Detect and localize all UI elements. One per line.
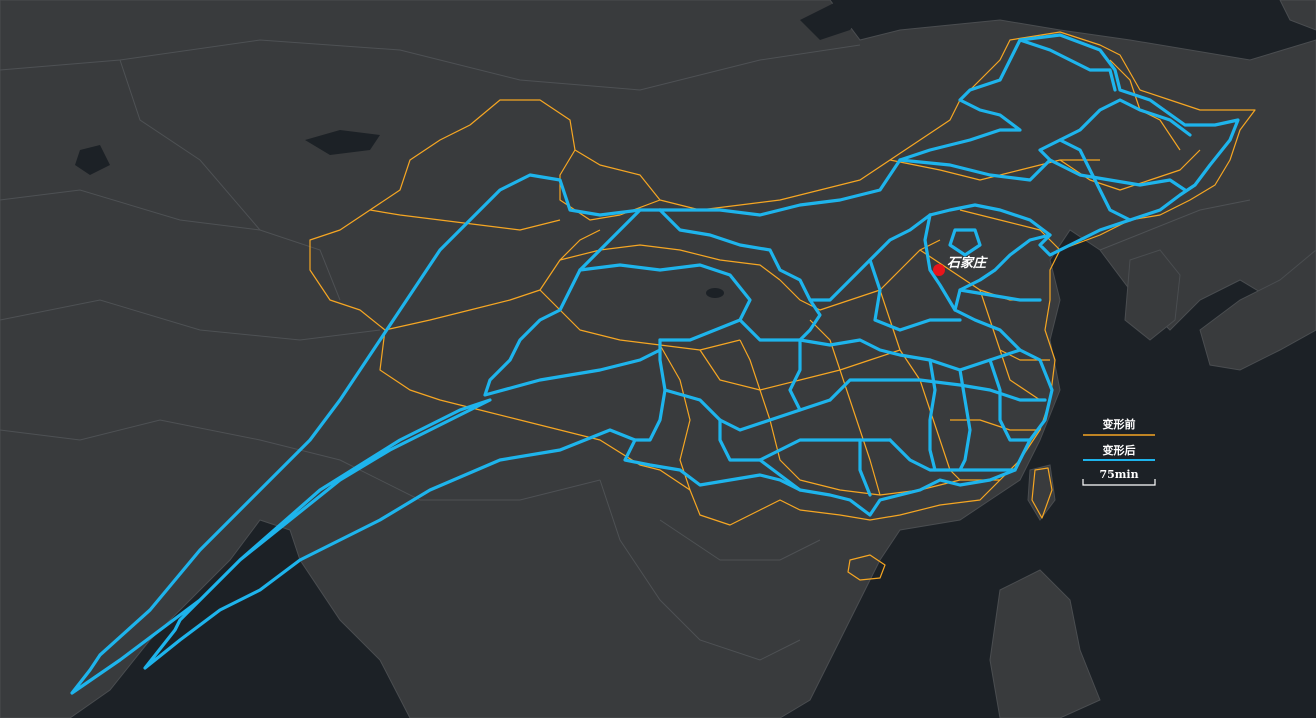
before-taiwan xyxy=(1031,467,1053,519)
basemap-lakes xyxy=(75,0,870,298)
legend xyxy=(1082,434,1156,486)
after-outline-china xyxy=(70,33,1240,695)
legend-before-label: 变形前 xyxy=(1102,418,1136,431)
before-deformation-boundaries xyxy=(309,31,1256,581)
before-outline-china xyxy=(309,31,1256,526)
city-label: 石家庄 xyxy=(947,256,987,271)
after-deformation-boundaries xyxy=(70,33,1240,695)
basemap-country-borders xyxy=(0,39,1251,661)
before-hainan xyxy=(847,554,886,581)
city-marker-shijiazhuang[interactable] xyxy=(933,264,945,276)
legend-after-label: 变形后 xyxy=(1102,444,1136,457)
legend-scale-bar xyxy=(1082,479,1156,486)
legend-scale-label: 75min xyxy=(1099,468,1139,481)
